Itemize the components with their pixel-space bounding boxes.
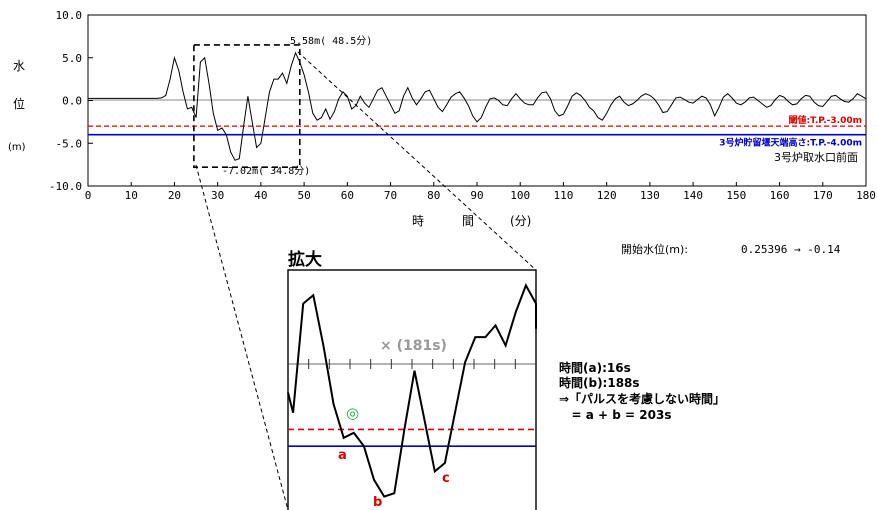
x-tick-label: 160 xyxy=(770,189,790,202)
zoom-window-box xyxy=(193,44,301,168)
y-tick-label: 10.0 xyxy=(56,9,83,22)
x-tick-label: 50 xyxy=(297,189,310,202)
water-level-series-line xyxy=(88,51,867,161)
note-line-4: = a + b = 203s xyxy=(559,408,671,422)
x-axis-ticks: 0 10 20 30 40 50 60 70 80 90 100 110 120 130 140 150 160… xyxy=(85,182,876,202)
note-line-3: ⇒「パルスを考慮しない時間」 xyxy=(559,391,725,406)
y-axis-label-1: 水 xyxy=(13,59,25,73)
y-tick-label: -10.0 xyxy=(49,180,82,193)
start-level-value: 0.25396 → -0.14 xyxy=(741,243,841,256)
x-tick-label: 60 xyxy=(341,189,354,202)
y-axis-label-3: (m) xyxy=(8,142,26,153)
x-axis-label-2: 間 xyxy=(462,214,474,228)
y-axis-ticks: 10.0 5.0 0.0 -5.0 -10.0 xyxy=(49,9,93,193)
y-axis-label-2: 位 xyxy=(13,96,25,111)
start-level-label: 開始水位(m): xyxy=(621,242,688,256)
weir-top-label: 3号炉貯留堰天端高さ:T.P.-4.00m xyxy=(719,137,862,149)
x-tick-label: 90 xyxy=(470,189,483,202)
x-tick-label: 40 xyxy=(254,189,267,202)
note-line-2: 時間(b):188s xyxy=(559,375,640,390)
double-circle-marker: ◎ xyxy=(346,404,359,422)
max-annotation: 5.58m( 48.5分) xyxy=(290,35,372,47)
x-tick-label: 100 xyxy=(510,189,530,202)
zoom-cross-label: × (181s) xyxy=(380,338,447,354)
y-tick-label: 0.0 xyxy=(62,95,82,108)
y-tick-label: 5.0 xyxy=(62,52,82,65)
x-tick-label: 180 xyxy=(856,189,876,202)
point-label-c: c xyxy=(442,471,450,486)
min-annotation: -7.02m( 34.8分) xyxy=(222,165,310,177)
x-tick-label: 20 xyxy=(168,189,181,202)
location-label: 3号炉取水口前面 xyxy=(774,150,858,164)
x-tick-label: 130 xyxy=(640,189,660,202)
x-axis-label-1: 時 xyxy=(412,214,424,228)
threshold-label: 閾値:T.P.-3.00m xyxy=(789,114,862,126)
zoom-series-line xyxy=(287,283,537,498)
x-tick-label: 80 xyxy=(427,189,440,202)
x-tick-label: 170 xyxy=(813,189,833,202)
x-tick-label: 0 xyxy=(85,189,92,202)
x-tick-label: 110 xyxy=(554,189,574,202)
x-tick-label: 120 xyxy=(597,189,617,202)
x-tick-label: 70 xyxy=(384,189,397,202)
x-tick-label: 10 xyxy=(125,189,138,202)
y-tick-label: -5.0 xyxy=(56,137,83,150)
zoom-x-ticks xyxy=(308,359,516,369)
zoom-connector-left xyxy=(195,164,289,510)
point-label-a: a xyxy=(338,448,347,463)
x-tick-label: 30 xyxy=(211,189,224,202)
point-label-b: b xyxy=(373,495,382,510)
zoom-title: 拡大 xyxy=(288,249,322,270)
x-tick-label: 140 xyxy=(683,189,703,202)
x-tick-label: 150 xyxy=(726,189,746,202)
zoom-connector-right xyxy=(297,51,537,271)
note-line-1: 時間(a):16s xyxy=(559,360,631,375)
x-axis-label-3: (分) xyxy=(510,214,531,228)
